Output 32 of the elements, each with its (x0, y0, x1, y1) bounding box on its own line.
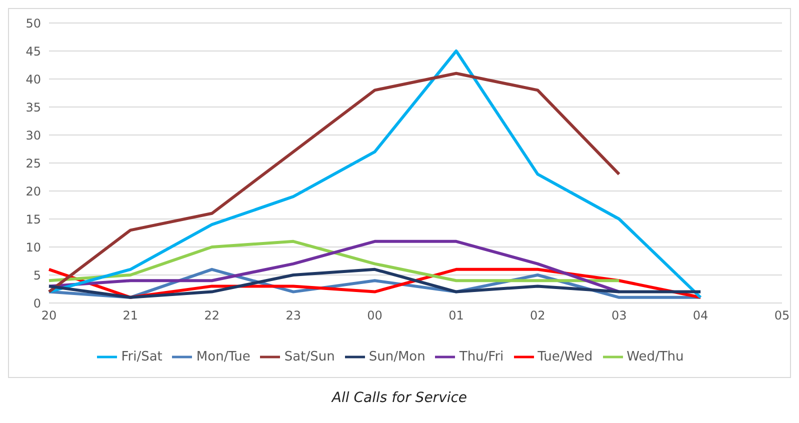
line-series (48, 50, 702, 299)
x-tick-label: 04 (692, 308, 708, 323)
x-tick-label: 21 (122, 308, 138, 323)
legend-label: Mon/Tue (196, 350, 250, 365)
y-tick-label: 20 (26, 184, 41, 198)
x-tick-label: 02 (530, 308, 546, 323)
y-tick-label: 5 (33, 268, 41, 282)
x-tick-label: 23 (286, 308, 301, 323)
legend-label: Wed/Thu (626, 350, 684, 365)
y-tick-label: 40 (26, 72, 41, 86)
y-tick-label: 25 (26, 156, 41, 170)
y-tick-label: 15 (26, 212, 41, 226)
x-tick-label: 05 (774, 308, 790, 323)
x-tick-label: 01 (448, 308, 464, 323)
legend-label: Sun/Mon (368, 350, 426, 365)
legend-label: Thu/Fri (459, 350, 504, 365)
line-series (48, 240, 621, 282)
line-series (48, 72, 621, 294)
y-tick-label: 30 (26, 128, 41, 142)
legend-label: Fri/Sat (121, 350, 162, 365)
legend-label: Tue/Wed (538, 350, 593, 365)
y-tick-label: 0 (33, 296, 41, 310)
y-tick-label: 10 (26, 240, 41, 254)
text: All Calls for Service (330, 390, 468, 406)
x-tick-label: 00 (367, 308, 382, 323)
y-tick-label: 35 (26, 100, 41, 114)
x-tick-label: 03 (611, 308, 627, 323)
line-series (48, 240, 621, 294)
legend-label: Sat/Sun (284, 350, 335, 365)
y-tick-label: 50 (26, 16, 41, 30)
x-tick-label: 22 (204, 308, 220, 323)
y-tick-label: 45 (26, 44, 41, 58)
